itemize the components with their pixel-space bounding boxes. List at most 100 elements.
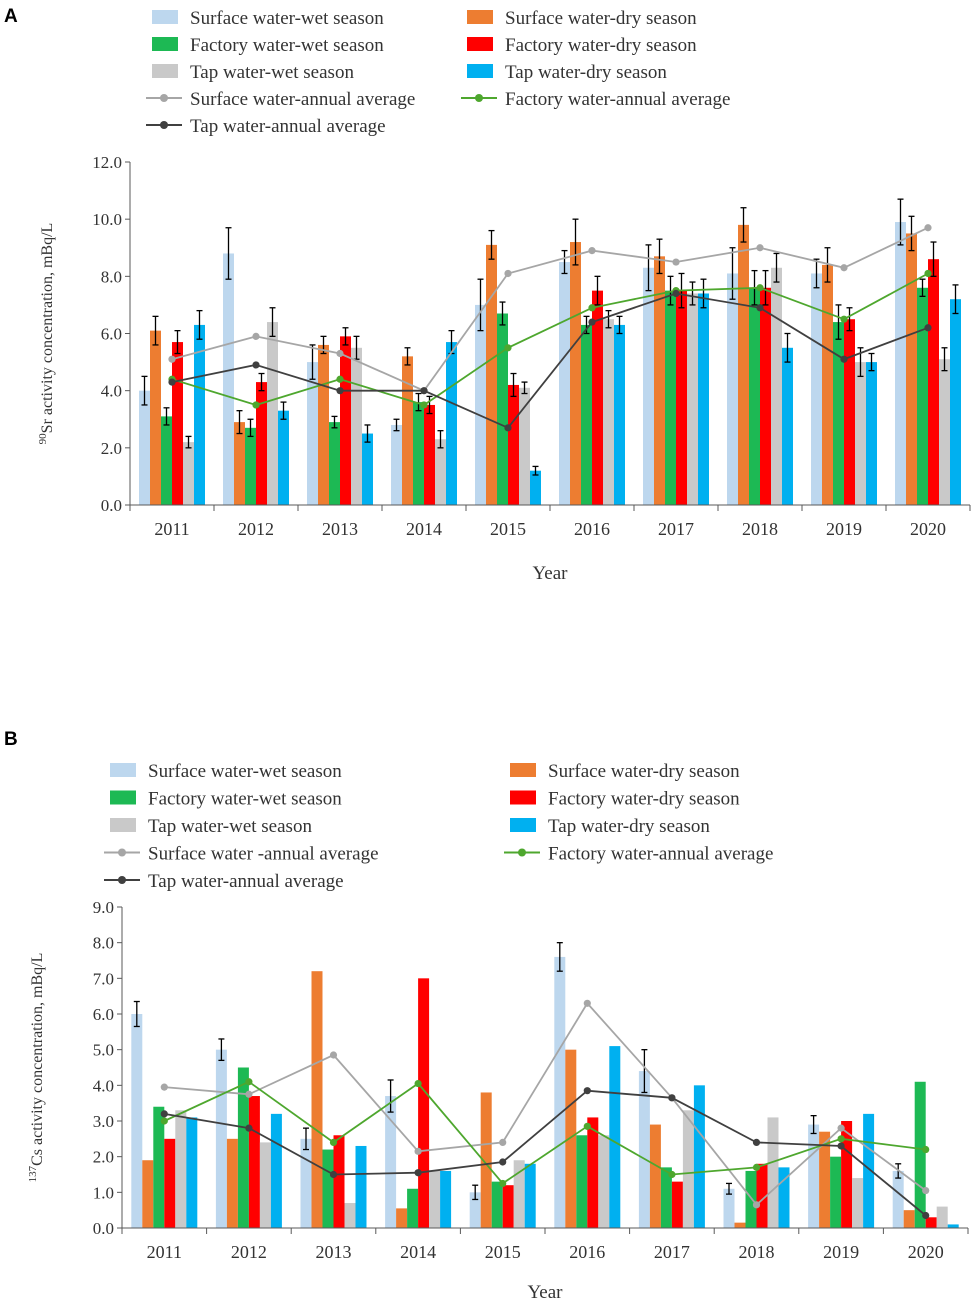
- line-point: [499, 1138, 507, 1146]
- bar: [172, 342, 183, 505]
- line-point: [840, 264, 848, 272]
- y-tick-label: 12.0: [92, 153, 122, 172]
- bar: [738, 224, 749, 505]
- bar: [811, 273, 822, 505]
- bar: [654, 256, 665, 505]
- y-axis-title: 90Sr activity concentration, mBq/L: [37, 223, 56, 445]
- bar: [318, 344, 329, 505]
- chart-panel-a: A Surface water-wet season Surface water-d…: [4, 6, 971, 584]
- bar: [727, 273, 738, 505]
- line-point: [245, 1078, 253, 1086]
- bar: [554, 956, 566, 1228]
- line-point: [840, 355, 848, 363]
- x-tick-label: 2019: [826, 519, 862, 539]
- bar: [513, 1160, 525, 1228]
- line-point: [168, 355, 176, 363]
- bar: [576, 1135, 588, 1228]
- line-point: [252, 361, 260, 369]
- x-tick-label: 2017: [658, 519, 694, 539]
- bar: [329, 422, 340, 505]
- line-point: [756, 304, 764, 312]
- line-point: [922, 1186, 930, 1195]
- bar: [822, 264, 833, 505]
- legend-label: Factory water-annual average: [548, 844, 773, 865]
- y-axis-title-text: Cs activity concentration, mBq/L: [29, 953, 46, 1166]
- line-point: [160, 1110, 168, 1118]
- legend-label: Tap water-wet season: [190, 62, 354, 83]
- bar: [936, 1206, 948, 1228]
- y-tick-label: 5.0: [93, 1041, 114, 1060]
- line-point: [668, 1170, 676, 1179]
- line-point: [504, 424, 512, 432]
- line-point: [168, 378, 176, 386]
- bar: [906, 233, 917, 506]
- legend-swatch: [152, 64, 178, 78]
- line-point: [752, 1201, 761, 1209]
- y-tick-label: 6.0: [93, 1005, 114, 1024]
- bar: [698, 293, 709, 505]
- bar: [131, 1014, 143, 1228]
- bar: [502, 1185, 514, 1228]
- bar: [565, 1049, 577, 1228]
- bar: [519, 387, 530, 505]
- y-axis-title-superscript: 137: [27, 1165, 39, 1182]
- line-point: [672, 258, 680, 266]
- x-tick-label: 2014: [400, 1242, 436, 1262]
- legend-marker: [160, 121, 168, 129]
- bar: [833, 322, 844, 505]
- series-line: [171, 226, 929, 392]
- x-tick-label: 2012: [238, 519, 274, 539]
- line-point: [329, 1051, 338, 1059]
- bar: [322, 1149, 334, 1228]
- line-point: [420, 401, 428, 409]
- x-tick-label: 2020: [908, 1242, 944, 1262]
- line-point: [756, 244, 764, 252]
- bar: [413, 402, 424, 505]
- bar: [142, 1160, 154, 1228]
- bar: [183, 442, 194, 505]
- line-point: [245, 1124, 253, 1132]
- line-point: [329, 1170, 338, 1179]
- legend-label: Surface water-dry season: [548, 761, 740, 782]
- line-point: [336, 387, 344, 395]
- bar: [278, 410, 289, 505]
- legend-swatch: [510, 763, 536, 777]
- bar: [486, 244, 497, 505]
- legend-marker: [160, 94, 168, 102]
- line-point: [924, 224, 932, 232]
- bar: [638, 1071, 650, 1228]
- series-line: [163, 1080, 926, 1185]
- legend-label: Tap water-wet season: [148, 816, 312, 837]
- line-point: [588, 318, 596, 326]
- legend-swatch: [467, 10, 493, 24]
- line-point: [329, 1138, 338, 1146]
- x-tick-label: 2017: [654, 1242, 690, 1262]
- line-point: [160, 1117, 168, 1125]
- y-axis-title-text: Sr activity concentration, mBq/L: [39, 223, 56, 434]
- bar: [267, 322, 278, 505]
- line-point: [336, 375, 344, 383]
- bar: [435, 439, 446, 505]
- bar: [215, 1049, 227, 1228]
- legend-swatch: [467, 37, 493, 51]
- x-tick-label: 2011: [147, 1242, 182, 1262]
- bar: [344, 1203, 356, 1228]
- line-point: [756, 284, 764, 292]
- bar: [749, 287, 760, 505]
- bar: [256, 382, 267, 505]
- bar: [508, 384, 519, 505]
- legend-label: Factory water-annual average: [505, 89, 730, 110]
- bar: [682, 1110, 694, 1228]
- line-point: [924, 269, 932, 278]
- line-point: [922, 1211, 930, 1220]
- x-tick-label: 2013: [316, 1242, 352, 1262]
- bar: [570, 242, 581, 506]
- bar: [866, 362, 877, 505]
- legend-label: Tap water-dry season: [505, 62, 667, 83]
- bar: [429, 1170, 441, 1228]
- legend-swatch: [110, 763, 136, 777]
- line-point: [752, 1163, 761, 1171]
- bar: [362, 433, 373, 505]
- series-line: [171, 272, 929, 406]
